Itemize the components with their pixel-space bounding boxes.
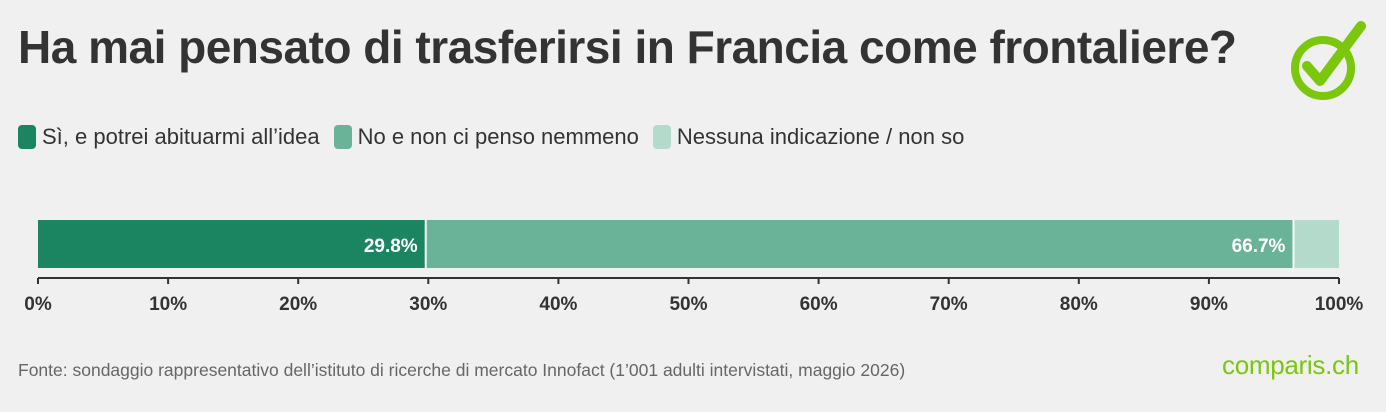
chart-legend: Sì, e potrei abituarmi all’idea No e non…: [18, 124, 978, 150]
bar-segment-2: [425, 220, 1294, 268]
legend-label-no: No e non ci penso nemmeno: [357, 124, 639, 149]
source-note: Fonte: sondaggio rappresentativo dell’is…: [18, 360, 906, 380]
x-tick-label: 70%: [930, 294, 968, 315]
legend-label-nessuna: Nessuna indicazione / non so: [676, 124, 965, 149]
bar-value-label: 66.7%: [1232, 236, 1286, 257]
legend-swatch-si: [18, 125, 36, 149]
x-tick-label: 60%: [800, 294, 838, 315]
legend-item-no: No e non ci penso nemmeno: [333, 124, 639, 150]
legend-item-nessuna: Nessuna indicazione / non so: [652, 124, 965, 150]
bar-segment-3: [1293, 220, 1339, 268]
x-tick-label: 80%: [1060, 294, 1098, 315]
x-tick-label: 10%: [149, 294, 187, 315]
legend-label-si: Sì, e potrei abituarmi all’idea: [42, 124, 320, 149]
x-tick-label: 30%: [409, 294, 447, 315]
bar-segment-1: [38, 220, 426, 268]
brand-wordmark: comparis.ch: [1222, 350, 1359, 380]
x-tick-label: 90%: [1190, 294, 1228, 315]
legend-swatch-no: [333, 125, 352, 149]
x-tick-label: 40%: [539, 294, 577, 315]
stacked-bar-chart: 29.8% 66.7% 0% 10% 20% 30% 40% 50% 60% 70% 80% 90% 1…: [24, 220, 1364, 315]
bar-value-label: 29.8%: [364, 236, 418, 257]
chart-title: Ha mai pensato di trasferirsi in Francia…: [18, 21, 1237, 73]
x-tick-label: 50%: [669, 294, 707, 315]
x-tick-label: 0%: [24, 294, 52, 315]
legend-swatch-nessuna: [652, 125, 671, 149]
check-logo-icon: [1291, 21, 1366, 100]
x-tick-label: 20%: [279, 294, 317, 315]
x-tick-label: 100%: [1315, 294, 1364, 315]
legend-item-si: Sì, e potrei abituarmi all’idea: [18, 124, 320, 150]
